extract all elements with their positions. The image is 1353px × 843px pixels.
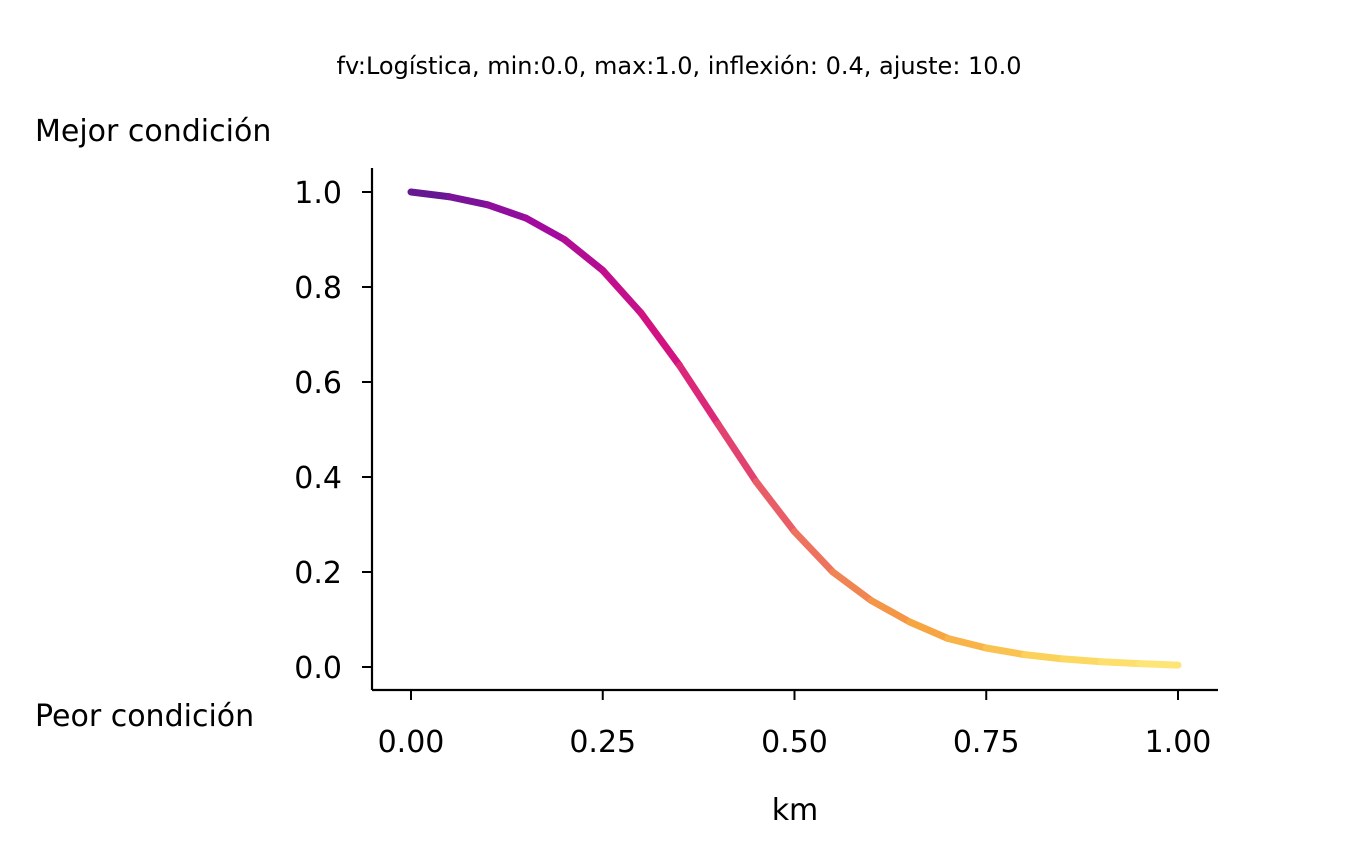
line-segment bbox=[1097, 658, 1144, 668]
y-tick-label: 1.0 bbox=[294, 176, 342, 211]
line-segment bbox=[637, 309, 683, 369]
line-segment bbox=[714, 420, 760, 486]
chart-title: fv:Logística, min:0.0, max:1.0, inflexió… bbox=[337, 52, 1022, 80]
line-segment bbox=[829, 568, 875, 604]
top-condition-label: Mejor condición bbox=[35, 114, 271, 149]
x-axis-ticks: 0.00 0.25 0.50 0.75 1.00 bbox=[378, 690, 1212, 760]
line-segment bbox=[675, 361, 722, 428]
line-segment bbox=[560, 236, 607, 274]
series-line bbox=[407, 188, 1182, 669]
line-segment bbox=[484, 201, 530, 222]
line-segment bbox=[445, 193, 492, 209]
line-segment bbox=[1136, 660, 1182, 669]
y-tick-label: 0.0 bbox=[294, 651, 342, 686]
bottom-condition-label: Peor condición bbox=[35, 699, 254, 734]
line-segment bbox=[522, 214, 568, 243]
x-tick-label: 0.00 bbox=[378, 725, 445, 760]
line-segment bbox=[599, 266, 645, 317]
line-segment bbox=[1059, 655, 1105, 666]
x-axis-label: km bbox=[772, 793, 819, 828]
x-tick-label: 0.75 bbox=[953, 725, 1020, 760]
line-segment bbox=[791, 528, 837, 576]
line-segment bbox=[867, 597, 914, 626]
line-segment bbox=[1021, 651, 1067, 663]
x-tick-label: 0.25 bbox=[569, 725, 636, 760]
y-tick-label: 0.4 bbox=[294, 461, 342, 496]
line-segment bbox=[944, 635, 990, 652]
x-tick-label: 0.50 bbox=[761, 725, 828, 760]
y-axis-ticks: 0.0 0.2 0.4 0.6 0.8 1.0 bbox=[294, 176, 372, 686]
line-segment bbox=[906, 618, 952, 642]
line-segment bbox=[407, 188, 453, 201]
y-tick-label: 0.2 bbox=[294, 556, 342, 591]
y-tick-label: 0.8 bbox=[294, 271, 342, 306]
y-tick-label: 0.6 bbox=[294, 366, 342, 401]
line-segment bbox=[982, 644, 1029, 659]
line-segment bbox=[752, 478, 798, 536]
x-tick-label: 1.00 bbox=[1145, 725, 1212, 760]
